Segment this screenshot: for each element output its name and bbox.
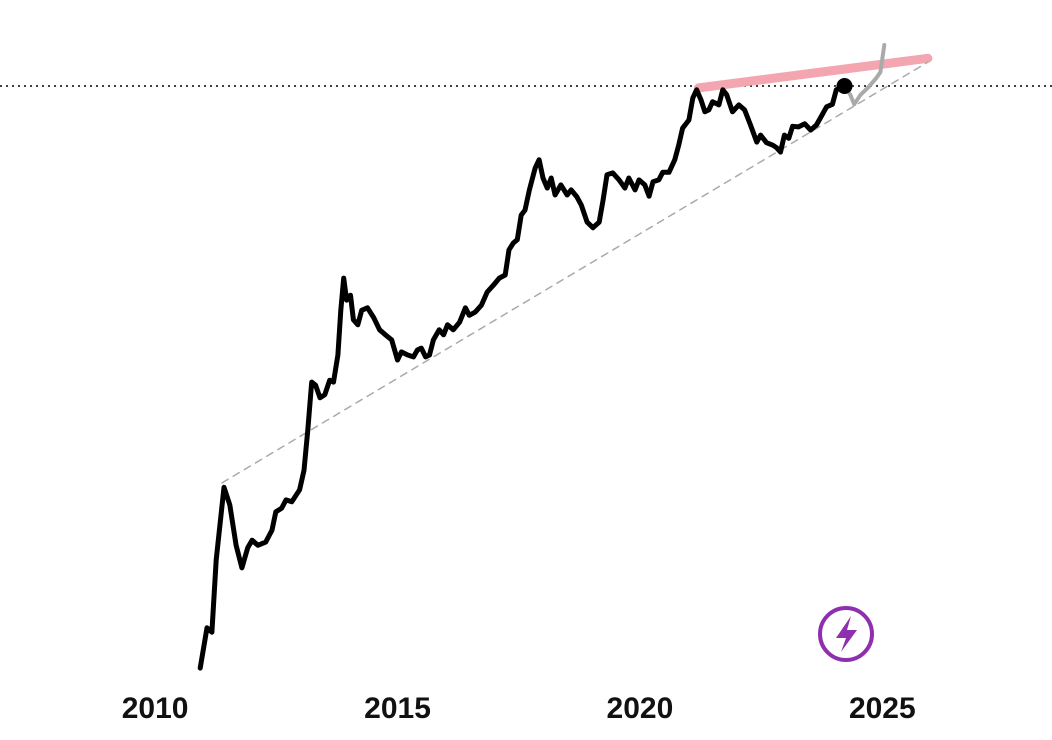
series-line [197, 83, 847, 671]
x-tick-label: 2015 [364, 692, 431, 725]
lightning-icon [818, 606, 874, 662]
x-tick-label: 2025 [849, 692, 916, 725]
series-line [221, 61, 929, 484]
series-line [694, 53, 933, 93]
x-tick-label: 2020 [607, 692, 674, 725]
x-tick-label: 2010 [122, 692, 189, 725]
end-marker [836, 77, 853, 94]
series-line [842, 43, 887, 107]
